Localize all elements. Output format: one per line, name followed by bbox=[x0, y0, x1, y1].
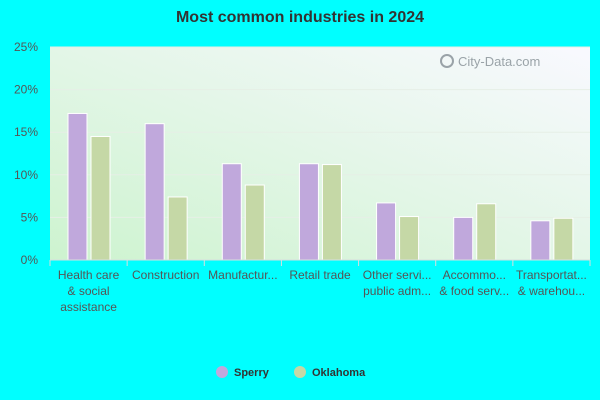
x-category-label: & food serv... bbox=[439, 284, 509, 298]
x-category-label: & warehou... bbox=[518, 284, 585, 298]
bar-sperry-4 bbox=[376, 202, 397, 261]
legend-swatch-sperry bbox=[216, 366, 228, 378]
y-tick-label: 10% bbox=[14, 168, 38, 182]
x-category-label: & social bbox=[68, 284, 110, 298]
legend-label: Sperry bbox=[234, 367, 270, 379]
bar-sperry-6 bbox=[530, 220, 551, 261]
watermark-text: City-Data.com bbox=[458, 54, 540, 69]
y-tick-label: 20% bbox=[14, 83, 38, 97]
bar-sperry-1 bbox=[144, 123, 165, 261]
legend-swatch-oklahoma bbox=[294, 366, 306, 378]
y-tick-label: 5% bbox=[21, 210, 39, 224]
x-category-label: assistance bbox=[60, 300, 117, 314]
bar-sperry-2 bbox=[221, 163, 242, 261]
bar-oklahoma-5 bbox=[476, 203, 497, 261]
plot-area bbox=[50, 47, 590, 260]
y-axis: 0% 5% 10% 15% 20% 25% bbox=[14, 40, 38, 267]
x-category-label: Transportat... bbox=[516, 268, 587, 282]
bar-sperry-5 bbox=[453, 216, 474, 261]
watermark: City-Data.com bbox=[440, 54, 540, 69]
bar-oklahoma-6 bbox=[553, 217, 574, 261]
y-tick-label: 15% bbox=[14, 125, 38, 139]
bar-sperry-3 bbox=[298, 163, 319, 261]
x-category-label: Construction bbox=[132, 268, 199, 282]
legend-label: Oklahoma bbox=[312, 367, 366, 379]
bar-oklahoma-1 bbox=[167, 196, 188, 261]
x-category-label: Health care bbox=[58, 268, 120, 282]
y-tick-label: 25% bbox=[14, 40, 38, 54]
x-category-label: Other servi... bbox=[363, 268, 432, 282]
x-category-label: Accommo... bbox=[443, 268, 506, 282]
bar-sperry-0 bbox=[67, 112, 88, 261]
chart-title: Most common industries in 2024 bbox=[176, 9, 424, 26]
x-category-label: public adm... bbox=[363, 284, 431, 298]
y-tick-label: 0% bbox=[21, 253, 39, 267]
bar-oklahoma-2 bbox=[244, 184, 265, 261]
x-axis: Health care & social assistance Constructio… bbox=[49, 259, 591, 314]
bar-oklahoma-4 bbox=[399, 216, 420, 261]
magnifier-icon bbox=[440, 54, 454, 68]
x-category-label: Retail trade bbox=[289, 268, 351, 282]
gridlines bbox=[50, 46, 590, 218]
x-category-label: Manufactur... bbox=[208, 268, 277, 282]
bar-oklahoma-3 bbox=[321, 164, 342, 261]
bar-oklahoma-0 bbox=[90, 135, 111, 261]
legend: Sperry Oklahoma bbox=[216, 366, 366, 379]
